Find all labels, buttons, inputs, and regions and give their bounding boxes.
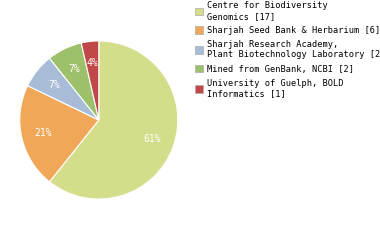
Text: 7%: 7% <box>68 64 80 74</box>
Wedge shape <box>28 58 99 120</box>
Text: 21%: 21% <box>35 128 52 138</box>
Text: 61%: 61% <box>144 134 162 144</box>
Wedge shape <box>49 41 178 199</box>
Wedge shape <box>49 43 99 120</box>
Wedge shape <box>81 41 99 120</box>
Text: 4%: 4% <box>87 59 98 68</box>
Legend: Centre for Biodiversity
Genomics [17], Sharjah Seed Bank & Herbarium [6], Sharja: Centre for Biodiversity Genomics [17], S… <box>193 0 380 100</box>
Wedge shape <box>20 86 99 182</box>
Text: 7%: 7% <box>48 79 60 90</box>
